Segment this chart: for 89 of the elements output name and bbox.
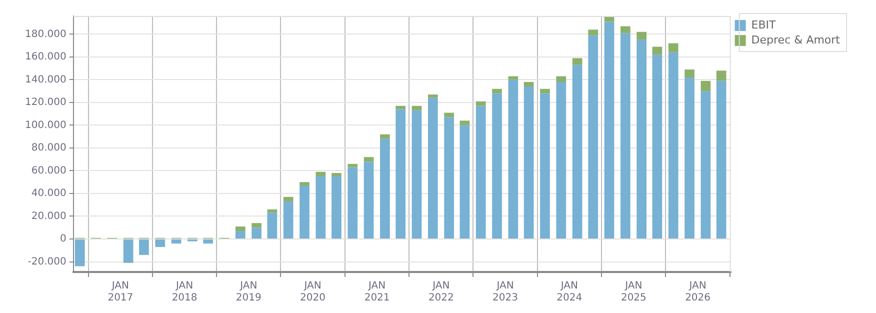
y-tick-label: 0 bbox=[60, 234, 66, 245]
bar bbox=[252, 228, 262, 239]
bar bbox=[604, 22, 614, 239]
y-tick-label: -20.000 bbox=[28, 256, 66, 268]
bar bbox=[636, 32, 646, 40]
bar bbox=[332, 173, 342, 176]
bar bbox=[588, 30, 598, 36]
bar bbox=[364, 157, 374, 162]
bar bbox=[540, 93, 550, 239]
bar bbox=[348, 167, 358, 239]
bar bbox=[492, 88, 502, 94]
x-tick-label: JAN 2026 bbox=[685, 280, 711, 304]
bar bbox=[235, 231, 246, 239]
y-tick-label: 40.000 bbox=[31, 188, 66, 200]
bar bbox=[428, 98, 438, 239]
bar bbox=[620, 33, 630, 239]
bar bbox=[716, 70, 726, 81]
x-tick-label: JAN 2024 bbox=[556, 280, 582, 304]
bar bbox=[460, 120, 470, 126]
bar bbox=[283, 196, 294, 202]
bar bbox=[460, 125, 470, 239]
bar bbox=[476, 101, 486, 106]
bar bbox=[300, 186, 310, 239]
bar bbox=[139, 240, 149, 255]
bar bbox=[444, 112, 454, 118]
x-tick-label: JAN 2022 bbox=[428, 280, 454, 304]
bar bbox=[396, 106, 406, 110]
bar bbox=[540, 88, 550, 94]
bar bbox=[412, 106, 422, 110]
x-tick-label: JAN 2023 bbox=[492, 280, 518, 304]
bar bbox=[364, 162, 374, 239]
x-tick-label: JAN 2025 bbox=[620, 280, 646, 304]
bar bbox=[380, 138, 390, 239]
bar bbox=[412, 110, 422, 239]
x-tick-label: JAN 2017 bbox=[108, 280, 134, 304]
bar bbox=[572, 58, 582, 65]
bar bbox=[524, 86, 534, 239]
y-tick-label: 160.000 bbox=[24, 52, 66, 63]
bar bbox=[684, 77, 694, 239]
bar bbox=[668, 52, 678, 239]
bar bbox=[700, 80, 711, 92]
bar bbox=[428, 94, 438, 98]
y-tick-label: 60.000 bbox=[31, 165, 66, 176]
bar bbox=[267, 212, 278, 239]
bar bbox=[348, 164, 358, 168]
bar bbox=[668, 43, 678, 52]
bar bbox=[396, 109, 406, 239]
bar bbox=[556, 82, 566, 239]
bar bbox=[380, 134, 390, 139]
bar bbox=[332, 176, 342, 239]
x-tick-label: JAN 2020 bbox=[300, 280, 326, 304]
bar bbox=[203, 240, 213, 244]
bar bbox=[74, 240, 85, 266]
bar bbox=[283, 201, 294, 239]
y-tick-label: 100.000 bbox=[24, 120, 66, 131]
y-tick-label: 20.000 bbox=[31, 210, 66, 222]
bar bbox=[588, 35, 598, 239]
legend-label: Deprec & Amort bbox=[751, 33, 841, 46]
bar bbox=[252, 223, 262, 228]
bar bbox=[155, 240, 166, 247]
bar bbox=[316, 176, 326, 239]
bar bbox=[492, 93, 502, 239]
bar bbox=[123, 240, 134, 263]
bar bbox=[267, 209, 278, 213]
legend-label: EBIT bbox=[751, 18, 776, 32]
bar bbox=[620, 26, 630, 34]
bar bbox=[300, 182, 310, 186]
x-tick-label: JAN 2019 bbox=[236, 280, 262, 304]
bar bbox=[652, 46, 662, 55]
bar bbox=[316, 172, 326, 176]
bar bbox=[556, 76, 566, 82]
bar bbox=[652, 54, 662, 239]
bar bbox=[171, 240, 182, 244]
bar bbox=[684, 69, 694, 78]
bar bbox=[572, 64, 582, 239]
bar bbox=[444, 117, 454, 239]
bar bbox=[636, 40, 646, 239]
x-tick-label: JAN 2018 bbox=[172, 280, 198, 304]
y-tick-label: 80.000 bbox=[31, 142, 66, 154]
bar bbox=[476, 106, 486, 239]
bar bbox=[508, 80, 518, 239]
y-tick-label: 180.000 bbox=[24, 28, 66, 40]
bar bbox=[235, 226, 246, 232]
bar bbox=[716, 80, 726, 239]
bar bbox=[524, 82, 534, 87]
x-tick-label: JAN 2021 bbox=[364, 280, 390, 304]
bar bbox=[700, 91, 711, 239]
y-tick-label: 120.000 bbox=[24, 97, 66, 108]
y-tick-label: 140.000 bbox=[24, 74, 66, 86]
